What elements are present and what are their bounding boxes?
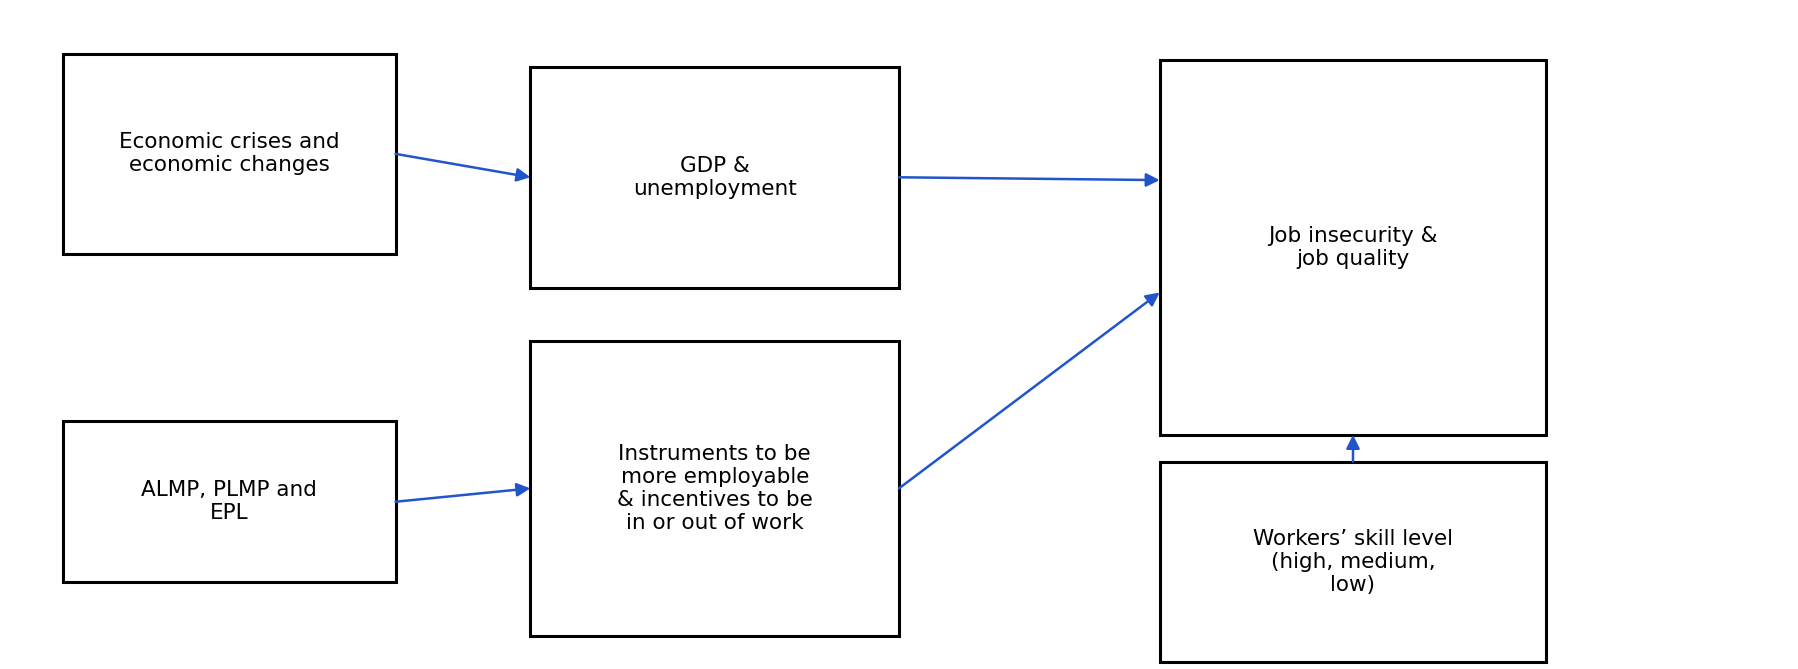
FancyBboxPatch shape	[1160, 462, 1546, 662]
FancyBboxPatch shape	[530, 341, 899, 636]
FancyBboxPatch shape	[63, 54, 396, 254]
Text: Workers’ skill level
(high, medium,
low): Workers’ skill level (high, medium, low)	[1253, 529, 1453, 595]
Text: Economic crises and
economic changes: Economic crises and economic changes	[119, 132, 340, 175]
Text: Job insecurity &
job quality: Job insecurity & job quality	[1268, 226, 1438, 269]
FancyBboxPatch shape	[63, 421, 396, 582]
FancyBboxPatch shape	[1160, 60, 1546, 435]
Text: ALMP, PLMP and
EPL: ALMP, PLMP and EPL	[142, 480, 316, 523]
FancyBboxPatch shape	[530, 67, 899, 288]
Text: Instruments to be
more employable
& incentives to be
in or out of work: Instruments to be more employable & ince…	[617, 444, 813, 533]
Text: GDP &
unemployment: GDP & unemployment	[633, 156, 797, 199]
